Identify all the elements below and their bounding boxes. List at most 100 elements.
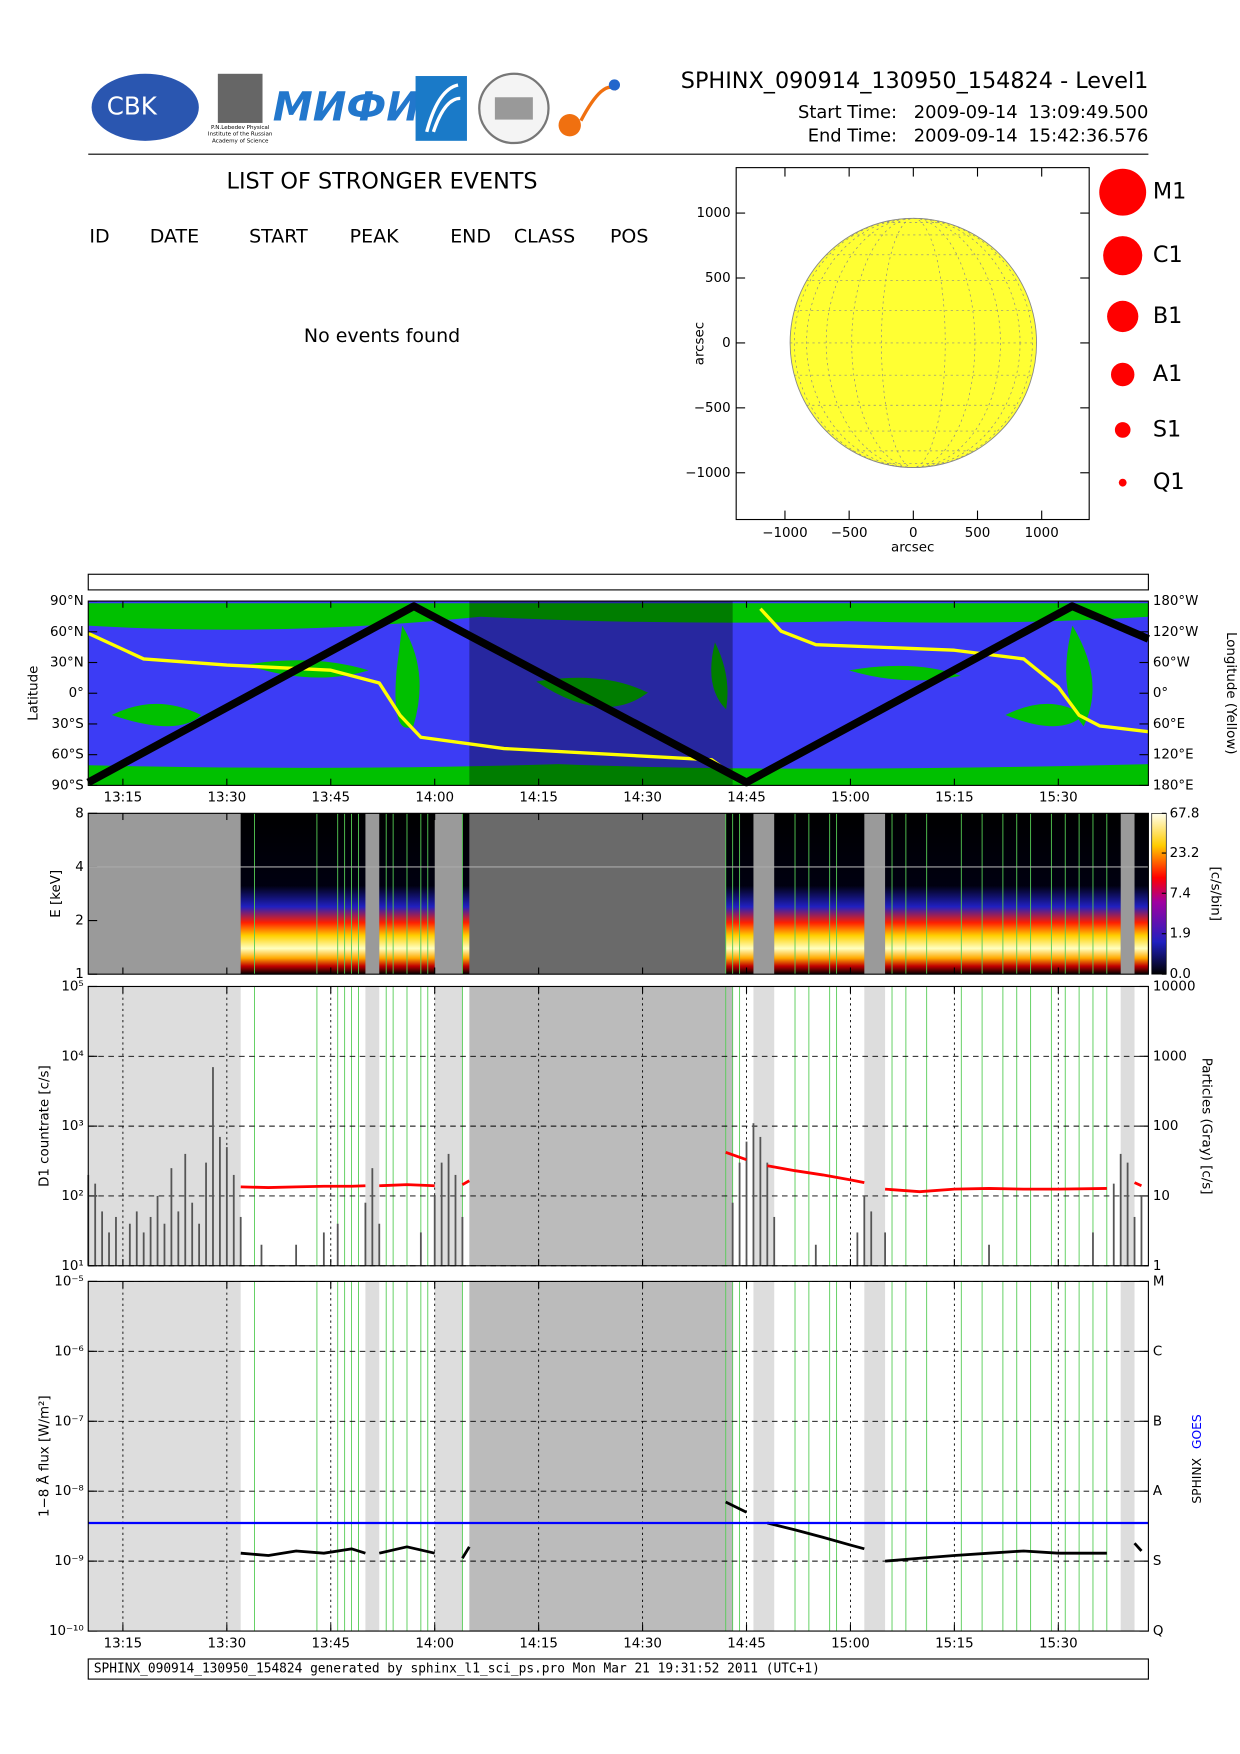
y-tick-label: 100	[1153, 1119, 1179, 1134]
x-tick-label: 13:45	[311, 791, 350, 806]
coverage-line	[434, 1281, 463, 1632]
x-tick-label: 13:15	[104, 1636, 143, 1651]
logo-text: МИФИ	[273, 85, 420, 131]
y-tick-label: 90°N	[50, 594, 84, 609]
axis-label: D1 countrate [c/s]	[38, 1065, 53, 1187]
x-tick-label: −500	[831, 526, 868, 541]
coverage-spec	[434, 813, 463, 975]
particle-bar	[322, 1232, 325, 1266]
coverage-spec	[88, 813, 241, 975]
particle-bar	[1126, 1162, 1129, 1266]
logo-sun	[558, 114, 581, 137]
particle-bar	[198, 1223, 201, 1266]
particle-bar	[988, 1244, 990, 1266]
y-tick-label: 90°S	[52, 778, 84, 793]
y-tick-label: 60°W	[1153, 656, 1190, 671]
particle-bar	[239, 1216, 242, 1266]
particle-bar	[163, 1223, 166, 1266]
particle-bar	[115, 1216, 117, 1266]
events-column: DATE	[150, 225, 199, 247]
x-tick-label: 14:30	[623, 791, 662, 806]
legend-label: A1	[1153, 361, 1182, 387]
logo-portrait	[217, 73, 263, 123]
x-tick-label: 15:00	[831, 1636, 870, 1651]
legend-marker	[1107, 300, 1139, 333]
y-tick-label: 500	[705, 271, 731, 286]
particle-bar	[1092, 1232, 1094, 1266]
y-tick-label: C	[1153, 1344, 1162, 1359]
y-tick-label: S	[1153, 1554, 1162, 1569]
logo-sun	[608, 79, 620, 91]
y-tick-label: 180°W	[1153, 594, 1199, 609]
particle-bar	[225, 1147, 228, 1266]
events-column: ID	[89, 225, 109, 247]
y-tick-label: 10	[1153, 1189, 1170, 1204]
series-line	[87, 607, 1149, 782]
events-column: PEAK	[350, 225, 399, 247]
y-tick-label: 10⁵	[61, 979, 83, 994]
coverage-line	[88, 1281, 241, 1632]
coverage-line	[469, 1281, 733, 1632]
y-tick-label: 10²	[61, 1189, 83, 1204]
y-tick-label: 120°W	[1153, 625, 1199, 640]
particle-bar	[371, 1168, 374, 1266]
disk-grid	[825, 217, 1001, 468]
particle-bar	[863, 1195, 866, 1266]
x-tick-label: 14:45	[727, 791, 766, 806]
x-tick-label: 500	[965, 526, 991, 541]
logo-sun	[579, 85, 618, 122]
footer-box	[87, 1658, 1149, 1680]
events-column: POS	[610, 225, 648, 247]
title: SPHINX_090914_130950_154824 - Level1	[681, 68, 1149, 94]
end-label: End Time:	[808, 125, 897, 146]
particle-bar	[440, 1162, 443, 1266]
logo-cbk	[91, 73, 199, 141]
particle-bar	[191, 1202, 194, 1266]
y-tick-label: Q	[1153, 1624, 1164, 1639]
logo-text: PAN	[192, 84, 208, 93]
x-tick-label: 14:15	[519, 791, 558, 806]
plot-frame	[87, 985, 1149, 1267]
particle-bar	[364, 1202, 367, 1266]
particle-bar	[232, 1174, 235, 1266]
particle-bar	[101, 1211, 104, 1266]
particle-bar	[759, 1136, 762, 1266]
legend-label: C1	[1153, 242, 1183, 268]
start-date: 2009-09-14	[914, 102, 1018, 123]
footer: SPHINX_090914_130950_154824 generated by…	[94, 1662, 820, 1677]
series-line	[240, 1151, 1143, 1194]
x-tick-label: 13:15	[104, 791, 143, 806]
particle-bar	[260, 1244, 263, 1266]
axis-label: Longitude (Yellow)	[1223, 632, 1238, 755]
particle-bar	[94, 1183, 97, 1266]
x-tick-label: 1000	[1025, 526, 1059, 541]
y-tick-label: 60°E	[1153, 717, 1185, 732]
particle-bar	[219, 1136, 221, 1266]
legend-marker	[1110, 362, 1135, 387]
coverage-spec	[864, 813, 886, 975]
particle-bar	[295, 1244, 298, 1266]
particle-bar	[745, 1141, 748, 1266]
y-tick-label: 10000	[1153, 979, 1196, 994]
x-tick-label: 14:00	[415, 1636, 454, 1651]
particle-bar	[108, 1232, 110, 1266]
legend-marker	[1099, 168, 1147, 216]
spec-data	[774, 813, 865, 975]
y-tick-label: −1000	[685, 466, 730, 481]
coverage-spec	[469, 813, 733, 975]
y-tick-label: 30°N	[50, 656, 84, 671]
particle-bar	[156, 1195, 159, 1266]
y-tick-label: 10³	[61, 1119, 83, 1134]
legend-marker	[1118, 478, 1127, 487]
events-column: END	[450, 225, 491, 247]
y-tick-label: B	[1153, 1414, 1162, 1429]
coverage-line	[753, 1281, 775, 1632]
end-date: 2009-09-14	[914, 125, 1018, 146]
x-tick-label: 14:30	[623, 1636, 662, 1651]
particle-bar	[170, 1168, 173, 1266]
y-tick-label: 60°N	[50, 625, 84, 640]
axis-label: SPHINX	[1190, 1457, 1204, 1503]
particle-bar	[870, 1211, 873, 1266]
